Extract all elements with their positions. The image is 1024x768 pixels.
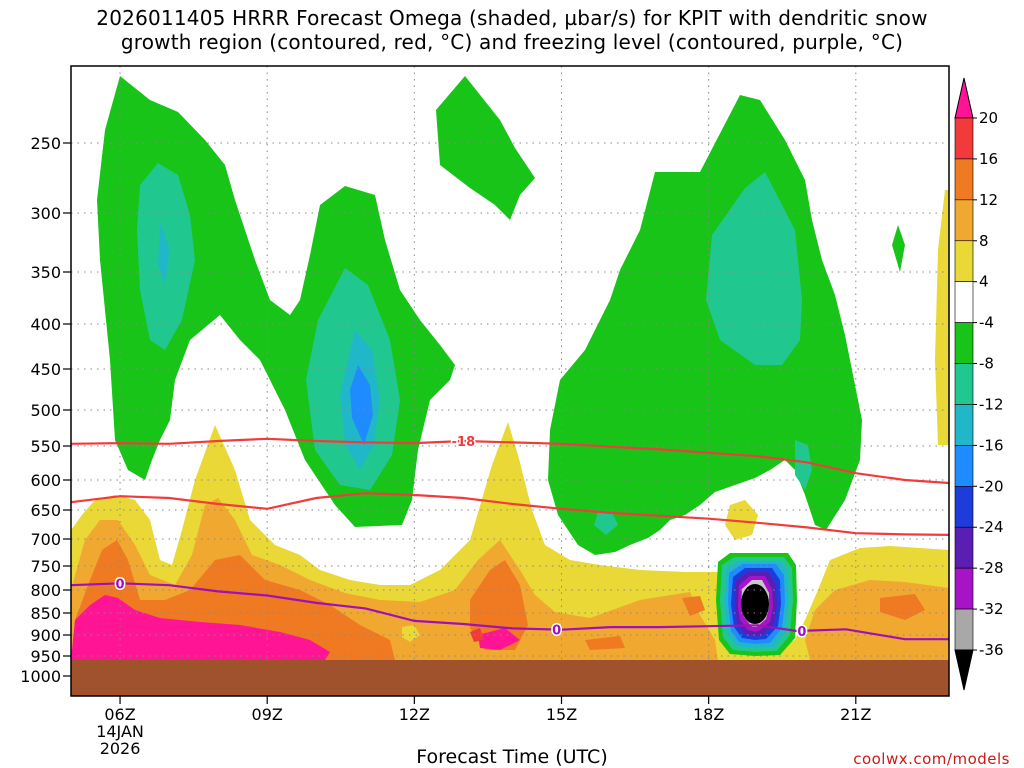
colorbar-label: -4 xyxy=(979,314,994,332)
x-tick-label: 21Z xyxy=(840,705,871,724)
omega-region-magenta-small xyxy=(478,628,520,650)
omega-region-orange-right-a xyxy=(682,596,705,616)
omega-region-yellow-edge-right xyxy=(935,190,949,445)
colorbar-label: 20 xyxy=(979,109,998,127)
colorbar-bin xyxy=(954,486,974,528)
omega-region-blue-core xyxy=(350,365,373,445)
contour-label-freezing-level: 0 xyxy=(552,624,561,639)
y-tick-label: 950 xyxy=(30,647,61,666)
omega-region-yellow-spot xyxy=(402,625,420,642)
chart-title-line-2: growth region (contoured, red, °C) and f… xyxy=(120,30,904,54)
omega-region-upper-green-top-center xyxy=(436,76,535,220)
y-tick-label: 350 xyxy=(30,263,61,282)
colorbar-label: 12 xyxy=(979,191,998,209)
colorbar-label: -24 xyxy=(979,518,1004,536)
grid xyxy=(71,66,949,696)
colorbar: 20 16 12 8 4 -4 -8 -12 -16 -20 -24 -28 -32 -36 xyxy=(954,77,1004,691)
y-tick-label: 450 xyxy=(30,360,61,379)
colorbar-label: -36 xyxy=(979,641,1004,659)
colorbar-label: 8 xyxy=(979,232,989,250)
colorbar-label: -20 xyxy=(979,477,1004,495)
x-tick-label: 06Z xyxy=(104,705,135,724)
credit-text: coolwx.com/models xyxy=(853,750,1010,768)
omega-region-upper-green-right xyxy=(548,95,862,555)
omega-region-cyan-core-left xyxy=(158,222,170,285)
colorbar-bin xyxy=(954,199,974,242)
omega-region-lower-magenta xyxy=(71,595,330,660)
plot-area: -18 0 0 0 xyxy=(71,66,949,696)
y-tick-label: 300 xyxy=(30,204,61,223)
colorbar-label: -28 xyxy=(979,559,1004,577)
y-tick-label: 1000 xyxy=(20,667,61,686)
y-tick-label: 600 xyxy=(30,471,61,490)
contours: -18 0 0 0 xyxy=(71,433,949,641)
colorbar-bin xyxy=(954,281,974,323)
x-tick-label: 15Z xyxy=(546,705,577,724)
x-date-label-year: 2026 xyxy=(100,739,141,758)
contour-dendritic-lower xyxy=(71,492,949,536)
y-tick-label: 500 xyxy=(30,401,61,420)
x-tick-label: 12Z xyxy=(399,705,430,724)
y-tick-label: 400 xyxy=(30,315,61,334)
contour-label-freezing-level: 0 xyxy=(116,577,125,592)
strong-ascent-bullseye xyxy=(716,553,797,656)
colorbar-top-triangle xyxy=(954,77,974,119)
x-axis-label: Forecast Time (UTC) xyxy=(416,746,608,768)
omega-region-small-green-right xyxy=(892,225,905,272)
omega-region-yellow-island xyxy=(725,500,758,540)
colorbar-bin xyxy=(954,567,974,610)
plot-frame xyxy=(70,65,950,697)
colorbar-bin xyxy=(954,322,974,364)
omega-shading xyxy=(71,76,949,660)
omega-region-red-small xyxy=(470,628,484,642)
x-date-label-day: 14JAN xyxy=(96,722,144,741)
y-tick-label: 900 xyxy=(30,626,61,645)
colorbar-bin xyxy=(954,608,974,651)
colorbar-bin xyxy=(954,526,974,569)
colorbar-label: 16 xyxy=(979,150,998,168)
omega-region-orange-small xyxy=(585,636,625,650)
x-tick-label: 09Z xyxy=(252,705,283,724)
y-tick-label: 800 xyxy=(30,581,61,600)
y-tick-label: 700 xyxy=(30,530,61,549)
y-tick-label: 750 xyxy=(30,557,61,576)
colorbar-label: -12 xyxy=(979,395,1004,413)
colorbar-label: 4 xyxy=(979,273,989,291)
colorbar-label: -16 xyxy=(979,436,1004,454)
colorbar-bin xyxy=(954,158,974,201)
colorbar-label: -32 xyxy=(979,600,1004,618)
contour-label-freezing-level: 0 xyxy=(797,625,806,640)
colorbar-bottom-triangle xyxy=(954,649,974,691)
omega-region-teal-core-right xyxy=(706,172,802,365)
x-tick-label: 18Z xyxy=(693,705,724,724)
colorbar-bin xyxy=(954,363,974,405)
chart-title: 2026011405 HRRR Forecast Omega (shaded, … xyxy=(0,6,1024,54)
axes: 250 300 350 400 450 500 550 600 650 700 750 800 850 9… xyxy=(20,134,871,758)
contour-label-dendritic-upper: -18 xyxy=(452,435,476,450)
omega-region-teal-small-bottom xyxy=(594,512,618,535)
omega-region-teal-small-right xyxy=(795,440,812,490)
y-tick-label: 550 xyxy=(30,437,61,456)
colorbar-bin xyxy=(954,117,974,160)
y-tick-label: 650 xyxy=(30,501,61,520)
contour-freezing-level xyxy=(71,582,949,641)
colorbar-bin xyxy=(954,240,974,282)
y-tick-label: 850 xyxy=(30,604,61,623)
colorbar-bin xyxy=(954,404,974,446)
colorbar-bin xyxy=(954,445,974,487)
colorbar-label: -8 xyxy=(979,355,994,373)
y-tick-label: 250 xyxy=(30,134,61,153)
ground-fill xyxy=(71,660,949,696)
chart-title-line-1: 2026011405 HRRR Forecast Omega (shaded, … xyxy=(96,6,928,30)
contour-dendritic-upper xyxy=(71,437,949,485)
